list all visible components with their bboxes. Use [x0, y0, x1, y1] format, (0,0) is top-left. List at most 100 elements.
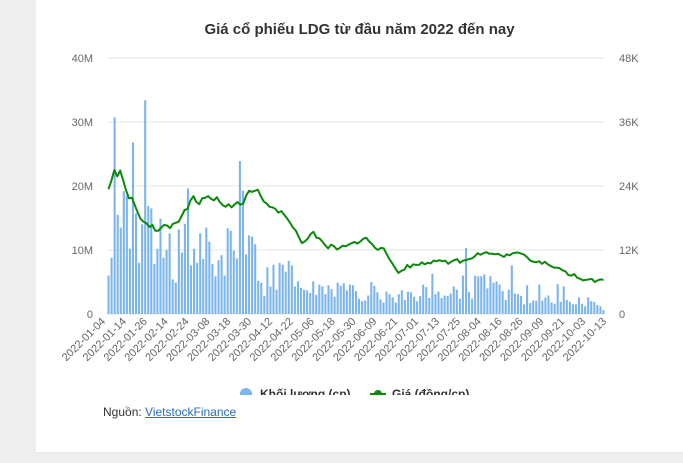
volume-bar: [587, 297, 590, 314]
volume-bar: [559, 301, 562, 314]
legend-price-marker[interactable]: [374, 390, 382, 395]
volume-bar: [434, 294, 437, 314]
volume-bar: [431, 273, 434, 314]
volume-bar: [116, 214, 119, 314]
volume-bar: [391, 297, 394, 314]
volume-bar: [272, 264, 275, 314]
volume-bar: [339, 285, 342, 314]
volume-bar: [107, 275, 110, 314]
volume-bar: [315, 294, 318, 314]
volume-bar: [571, 304, 574, 314]
volume-bar: [419, 296, 422, 314]
volume-bar: [422, 284, 425, 314]
chart-title: Giá cổ phiếu LDG từ đầu năm 2022 đến nay: [204, 21, 515, 38]
volume-bar: [547, 295, 550, 314]
volume-bar: [144, 100, 147, 315]
volume-bar: [440, 298, 443, 314]
left-axis-tick-label: 20M: [72, 181, 93, 193]
source-link[interactable]: VietstockFinance: [145, 405, 237, 419]
volume-bar: [461, 275, 464, 314]
volume-bar: [299, 287, 303, 314]
volume-bar: [177, 229, 180, 314]
volume-bar: [183, 223, 186, 314]
volume-bar: [113, 117, 116, 315]
right-axis-tick-label: 12K: [619, 245, 639, 257]
volume-bar: [214, 276, 217, 314]
volume-bar: [428, 298, 431, 314]
volume-bar: [544, 297, 547, 314]
volume-bar: [296, 281, 299, 314]
volume-bar: [590, 301, 593, 314]
right-axis-tick-label: 0: [619, 309, 625, 321]
volume-bar: [131, 142, 135, 314]
price-line: [107, 169, 604, 283]
volume-bar: [471, 298, 474, 314]
volume-bar: [507, 289, 510, 314]
volume-bar: [464, 248, 468, 314]
volume-bar: [599, 306, 602, 314]
volume-bar: [403, 299, 406, 314]
volume-bar: [324, 294, 327, 314]
volume-bar: [150, 208, 153, 314]
volume-bar: [593, 301, 596, 314]
volume-bar: [196, 262, 199, 314]
volume-bar: [541, 300, 544, 314]
volume-bar: [284, 271, 287, 314]
volume-bar: [596, 305, 599, 314]
volume-bar: [455, 289, 458, 314]
volume-bar: [443, 295, 446, 314]
volume-bar: [336, 282, 339, 314]
volume-bar: [492, 282, 495, 314]
volume-bar: [409, 292, 413, 314]
source-note: Nguồn: VietstockFinance: [103, 405, 236, 419]
volume-bar: [437, 291, 440, 314]
volume-bar: [162, 257, 165, 314]
volume-bar: [269, 286, 272, 314]
volume-bar: [165, 250, 168, 314]
volume-bar: [333, 296, 336, 314]
volume-bar: [290, 265, 293, 314]
volume-bar: [275, 289, 278, 314]
legend-volume-label[interactable]: Khối lượng (cp): [260, 387, 351, 395]
volume-bar: [577, 297, 581, 314]
volume-bar: [266, 267, 269, 314]
volume-bar: [220, 255, 223, 314]
volume-bar: [373, 285, 376, 314]
volume-bar: [480, 276, 483, 314]
volume-bar: [159, 218, 162, 314]
volume-bar: [238, 161, 241, 314]
volume-bar: [125, 195, 128, 314]
volume-bar: [495, 281, 498, 314]
volume-bar: [293, 286, 296, 314]
volume-bar: [376, 292, 379, 314]
volume-bar: [241, 190, 244, 314]
volume-bar: [406, 291, 409, 314]
volume-bar: [550, 302, 553, 314]
volume-bar: [306, 290, 309, 314]
volume-bar: [358, 298, 361, 314]
volume-bar: [489, 276, 492, 314]
legend-price-label[interactable]: Giá (đồng/cp): [392, 387, 469, 395]
volume-bar: [321, 286, 324, 314]
volume-bar: [122, 191, 125, 314]
volume-bar: [446, 296, 449, 314]
volume-bar: [211, 264, 214, 314]
volume-bar: [287, 260, 290, 314]
volume-bar: [413, 296, 416, 314]
volume-bar: [367, 295, 370, 314]
left-axis-tick-label: 30M: [72, 117, 93, 129]
volume-bar: [394, 302, 397, 314]
volume-bar: [281, 264, 284, 314]
volume-bar: [193, 248, 196, 314]
volume-bar: [602, 310, 605, 314]
legend-volume-marker[interactable]: [240, 388, 252, 395]
volume-bar: [486, 288, 489, 314]
volume-bar: [504, 299, 507, 314]
volume-bar: [529, 303, 532, 314]
volume-bar: [348, 284, 351, 314]
volume-bar: [538, 284, 541, 314]
volume-bar: [477, 276, 480, 314]
left-axis-tick-label: 0: [87, 309, 93, 321]
volume-bar: [229, 230, 232, 314]
